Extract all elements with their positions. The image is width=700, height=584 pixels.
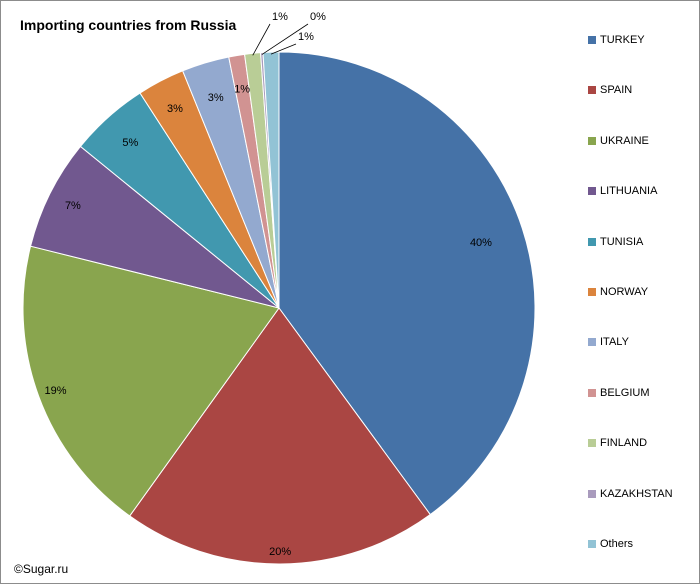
pie-slice-lithuania [29, 145, 280, 309]
legend-label-belgium: BELGIUM [600, 386, 650, 399]
data-label-finland: 1% [272, 11, 288, 23]
legend-label-others: Others [600, 538, 634, 550]
pie-slice-turkey [278, 51, 536, 516]
data-label-spain: 20% [269, 546, 291, 558]
data-label-italy: 3% [208, 92, 224, 104]
data-label-ukraine: 19% [45, 385, 67, 397]
legend-item-belgium: BELGIUM [588, 385, 650, 401]
legend-label-kazakhstan: KAZAKHSTAN [600, 487, 673, 500]
legend-item-norway: NORWAY [588, 284, 648, 300]
legend-swatch-others [588, 540, 596, 548]
legend-label-turkey: TURKEY [600, 34, 645, 46]
leader-line-kazakhstan [261, 23, 309, 55]
leader-line-others [270, 43, 297, 55]
legend-swatch-belgium [588, 388, 596, 397]
legend-item-ukraine: UKRAINE [588, 133, 649, 149]
legend-item-tunisia: TUNISIA [588, 234, 643, 250]
legend-swatch-turkey [588, 36, 596, 44]
legend-item-kazakhstan: KAZAKHSTAN [588, 486, 673, 502]
legend-label-italy: ITALY [600, 336, 629, 349]
legend-label-spain: SPAIN [600, 84, 633, 97]
legend-label-tunisia: TUNISIA [600, 235, 644, 248]
legend-item-spain: SPAIN [588, 82, 632, 98]
pie-slice-spain [129, 307, 431, 565]
data-label-lithuania: 7% [65, 200, 81, 212]
legend-label-ukraine: UKRAINE [600, 134, 649, 147]
pie-slice-ukraine [22, 245, 280, 517]
legend-item-finland: FINLAND [588, 435, 647, 451]
legend-item-turkey: TURKEY [588, 32, 645, 48]
copyright-text: ©Sugar.ru [14, 562, 69, 576]
data-label-norway: 3% [167, 103, 183, 115]
legend-swatch-tunisia [588, 237, 596, 246]
data-label-others: 1% [298, 31, 314, 43]
legend-swatch-norway [588, 288, 596, 296]
legend-swatch-ukraine [588, 136, 596, 145]
legend-swatch-italy [588, 338, 596, 347]
data-label-belgium: 1% [234, 83, 250, 95]
legend-swatch-kazakhstan [588, 489, 596, 498]
legend-swatch-lithuania [588, 187, 596, 196]
data-label-turkey: 40% [470, 237, 492, 249]
leader-line-finland [252, 23, 271, 56]
legend-label-lithuania: LITHUANIA [600, 185, 658, 198]
legend-swatch-spain [588, 86, 596, 95]
legend-item-lithuania: LITHUANIA [588, 183, 657, 199]
data-label-kazakhstan: 0% [310, 11, 326, 23]
legend-swatch-finland [588, 439, 596, 448]
legend-item-others: Others [588, 536, 633, 552]
legend-item-italy: ITALY [588, 334, 629, 350]
legend-label-finland: FINLAND [600, 437, 648, 450]
chart-title: Importing countries from Russia [20, 17, 237, 33]
data-label-tunisia: 5% [122, 137, 138, 149]
pie-slice-others [262, 51, 280, 309]
legend-label-norway: NORWAY [600, 286, 649, 298]
